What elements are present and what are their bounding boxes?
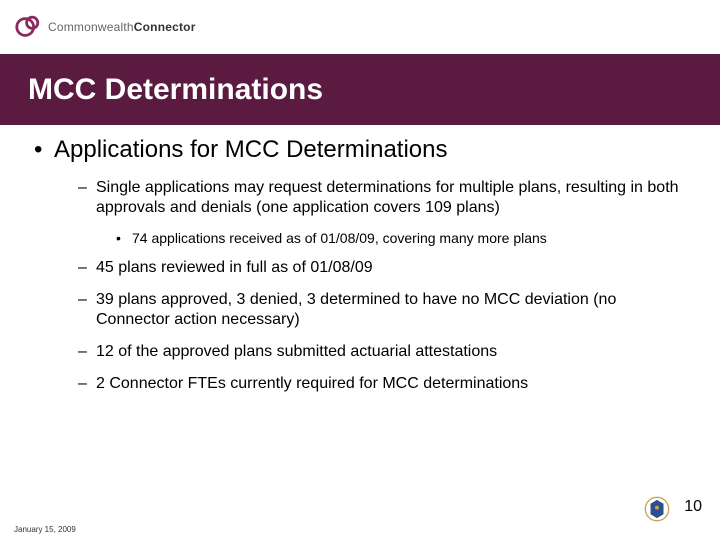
state-seal-icon (644, 496, 670, 522)
dash-marker: – (78, 374, 96, 394)
bullet-l2: – 45 plans reviewed in full as of 01/08/… (78, 258, 686, 278)
bullet-l2: – 12 of the approved plans submitted act… (78, 342, 686, 362)
dash-marker: – (78, 342, 96, 362)
bullet-l2-text: 39 plans approved, 3 denied, 3 determine… (96, 290, 686, 330)
logo-text-light: Commonwealth (48, 20, 134, 34)
dash-marker: – (78, 290, 96, 330)
bullet-l3-text: 74 applications received as of 01/08/09,… (132, 230, 547, 248)
bullet-l2: – 39 plans approved, 3 denied, 3 determi… (78, 290, 686, 330)
header-band: CommonwealthConnector (0, 0, 720, 55)
content-area: • Applications for MCC Determinations – … (34, 136, 686, 500)
bullet-marker: • (116, 230, 132, 248)
slide: CommonwealthConnector MCC Determinations… (0, 0, 720, 540)
logo-text-bold: Connector (134, 20, 196, 34)
bullet-l2-text: Single applications may request determin… (96, 178, 686, 218)
bullet-l2: – Single applications may request determ… (78, 178, 686, 218)
dash-marker: – (78, 178, 96, 218)
bullet-l1-text: Applications for MCC Determinations (54, 136, 447, 164)
bullet-marker: • (34, 136, 54, 164)
logo-text: CommonwealthConnector (48, 20, 196, 34)
bullet-l2-text: 12 of the approved plans submitted actua… (96, 342, 497, 362)
slide-title: MCC Determinations (28, 73, 323, 107)
bullet-l2-text: 45 plans reviewed in full as of 01/08/09 (96, 258, 373, 278)
dash-marker: – (78, 258, 96, 278)
bullet-l2: – 2 Connector FTEs currently required fo… (78, 374, 686, 394)
logo: CommonwealthConnector (14, 13, 196, 41)
bullet-l1: • Applications for MCC Determinations (34, 136, 686, 164)
footer-date: January 15, 2009 (14, 525, 76, 534)
page-number: 10 (684, 498, 702, 516)
bullet-l2-text: 2 Connector FTEs currently required for … (96, 374, 528, 394)
bullet-l3: • 74 applications received as of 01/08/0… (116, 230, 686, 248)
connector-logo-icon (14, 13, 42, 41)
title-band: MCC Determinations (0, 55, 720, 125)
